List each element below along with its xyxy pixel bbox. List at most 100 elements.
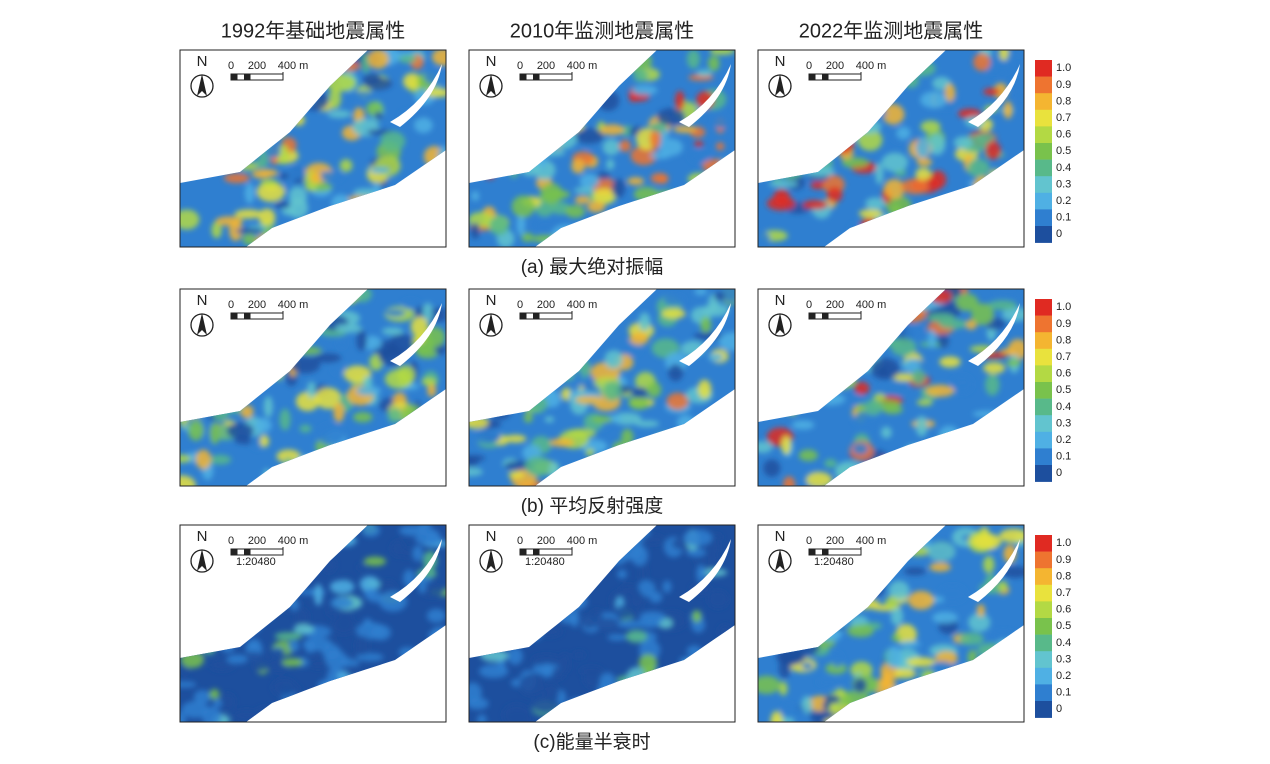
map-blob bbox=[649, 591, 663, 603]
map-blob bbox=[965, 319, 977, 330]
colorbar-label: 0 bbox=[1056, 467, 1062, 479]
scale-label: 0 bbox=[806, 299, 812, 311]
map-blob bbox=[763, 459, 781, 477]
map-blob bbox=[999, 50, 1009, 61]
map-blob bbox=[469, 682, 482, 704]
map-blob bbox=[244, 182, 255, 204]
map-blob bbox=[847, 624, 874, 638]
colorbar-segment bbox=[1035, 209, 1052, 227]
map-blob bbox=[370, 624, 391, 641]
map-blob bbox=[983, 87, 1001, 96]
map-blob bbox=[421, 377, 437, 386]
map-blob bbox=[693, 141, 704, 148]
map-blob bbox=[971, 303, 994, 326]
map-blob bbox=[572, 651, 586, 659]
map-blob bbox=[416, 346, 439, 359]
map-blob bbox=[966, 158, 990, 178]
map-blob bbox=[362, 73, 382, 85]
scale-label: 400 m bbox=[567, 535, 598, 547]
map-blob bbox=[625, 630, 648, 643]
map-blob bbox=[504, 434, 527, 443]
column-title: 2010年监测地震属性 bbox=[510, 19, 695, 42]
map-blob bbox=[955, 378, 968, 385]
map-blob bbox=[213, 698, 222, 708]
map-blob bbox=[638, 312, 651, 331]
map-blob bbox=[400, 548, 413, 559]
map-blob bbox=[700, 316, 712, 333]
map-blob bbox=[258, 208, 276, 226]
scale-label: 0 bbox=[228, 60, 234, 72]
map-panel: N 0 200 400 m bbox=[179, 49, 447, 248]
map-blob bbox=[431, 50, 446, 66]
north-label: N bbox=[775, 528, 786, 545]
map-blob bbox=[313, 353, 342, 363]
colorbar-label: 1.0 bbox=[1056, 537, 1071, 549]
map-blob bbox=[854, 381, 870, 395]
map-blob bbox=[617, 620, 641, 629]
map-blob bbox=[414, 117, 433, 134]
scale-label: 0 bbox=[517, 60, 523, 72]
map-blob bbox=[220, 693, 236, 711]
map-blob bbox=[279, 685, 302, 692]
map-blob bbox=[551, 666, 565, 680]
map-blob bbox=[574, 128, 604, 144]
map-blob bbox=[471, 191, 480, 202]
colorbar-label: 0 bbox=[1056, 228, 1062, 240]
map-blob bbox=[863, 399, 883, 416]
scale-label: 400 m bbox=[278, 535, 309, 547]
map-blob bbox=[718, 332, 735, 351]
north-arrow bbox=[486, 74, 496, 96]
map-blob bbox=[287, 197, 309, 219]
map-blob bbox=[339, 159, 353, 173]
map-blob bbox=[315, 387, 342, 410]
map-blob bbox=[369, 167, 391, 174]
map-blob bbox=[650, 151, 671, 160]
map-blob bbox=[503, 704, 531, 722]
map-blob bbox=[892, 373, 918, 382]
north-arrow bbox=[775, 549, 785, 571]
map-blob bbox=[242, 233, 256, 246]
map-blob bbox=[380, 131, 406, 152]
north-label: N bbox=[486, 53, 497, 70]
scale-label: 400 m bbox=[856, 299, 887, 311]
map-blob bbox=[381, 327, 404, 336]
map-panel: N 0 200 400 m bbox=[179, 288, 447, 487]
map-blob bbox=[306, 381, 316, 398]
map-blob bbox=[469, 467, 483, 477]
map-blob bbox=[927, 541, 956, 562]
map-blob bbox=[817, 678, 842, 686]
map-blob bbox=[549, 438, 575, 447]
scale-bar-segment bbox=[244, 313, 251, 319]
scale-label: 0 bbox=[806, 60, 812, 72]
map-blob bbox=[331, 362, 345, 375]
map-blob bbox=[263, 396, 273, 418]
sandbar bbox=[390, 539, 442, 602]
map-blob bbox=[585, 448, 595, 457]
map-blob bbox=[937, 333, 949, 349]
map-blob bbox=[638, 654, 658, 672]
map-blob bbox=[916, 157, 933, 167]
scale-label: 0 bbox=[228, 299, 234, 311]
map-blob bbox=[180, 712, 187, 722]
map-blob bbox=[590, 609, 603, 623]
map-blob bbox=[329, 86, 342, 109]
map-panel: N 0 200 400 m bbox=[468, 288, 736, 487]
map-blob bbox=[541, 663, 554, 678]
colorbar-label: 0.9 bbox=[1056, 79, 1071, 91]
map-blob bbox=[694, 557, 703, 565]
scale-label: 200 bbox=[826, 60, 844, 72]
map-blob bbox=[903, 325, 925, 341]
map-blob bbox=[825, 662, 847, 675]
map-blob bbox=[875, 162, 884, 185]
map-blob bbox=[883, 179, 905, 199]
map-blob bbox=[398, 525, 426, 537]
scale-label: 200 bbox=[248, 299, 266, 311]
map-blob bbox=[1003, 101, 1013, 119]
north-arrow bbox=[197, 74, 207, 96]
map-panel: N 0 200 400 m1:20480 bbox=[757, 524, 1025, 723]
scale-label: 200 bbox=[537, 60, 555, 72]
panel-border bbox=[757, 49, 1025, 248]
map-blob bbox=[995, 289, 1023, 297]
map-blob bbox=[279, 172, 290, 180]
map-blob bbox=[639, 564, 648, 583]
